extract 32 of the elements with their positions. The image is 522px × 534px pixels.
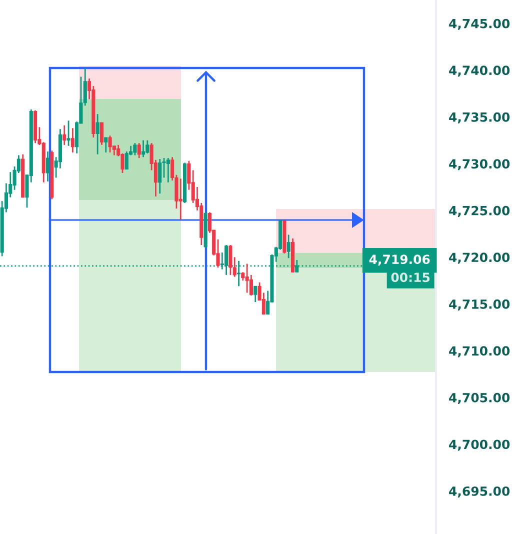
- y-tick-label: 4,745.00: [449, 18, 510, 30]
- candlestick: [66, 120, 70, 147]
- y-tick-label: 4,720.00: [449, 252, 510, 264]
- candlestick: [245, 263, 249, 294]
- y-tick-label: 4,705.00: [449, 392, 510, 404]
- candlestick: [137, 142, 141, 159]
- candlestick: [286, 234, 290, 259]
- candlestick: [70, 127, 74, 154]
- y-tick-label: 4,715.00: [449, 299, 510, 310]
- candlestick: [146, 140, 150, 154]
- y-tick-label: 4,740.00: [449, 66, 510, 77]
- y-tick-label: 4,730.00: [449, 159, 510, 170]
- candlestick: [104, 136, 108, 154]
- candlestick: [108, 134, 112, 154]
- y-tick-label: 4,725.00: [449, 206, 510, 217]
- candlestick: [133, 142, 137, 156]
- ref-line-label: 4,719.06: [369, 254, 430, 266]
- y-tick-label: 4,710.00: [449, 346, 510, 358]
- candlestick: [178, 178, 182, 220]
- candlestick: [62, 124, 66, 146]
- candlestick: [254, 285, 258, 303]
- annotation: 00:15: [391, 272, 430, 282]
- candlestick: [158, 158, 162, 194]
- y-tick-label: 4,700.00: [449, 440, 510, 451]
- candlestick: [46, 150, 50, 182]
- y-tick-label: 4,735.00: [449, 112, 510, 124]
- candlestick: [96, 113, 100, 156]
- y-tick-label: 4,695.00: [449, 486, 510, 498]
- candlestick: [166, 157, 170, 184]
- candlestick: [141, 140, 146, 158]
- candlestick: [100, 122, 104, 146]
- candlestick: [228, 244, 232, 276]
